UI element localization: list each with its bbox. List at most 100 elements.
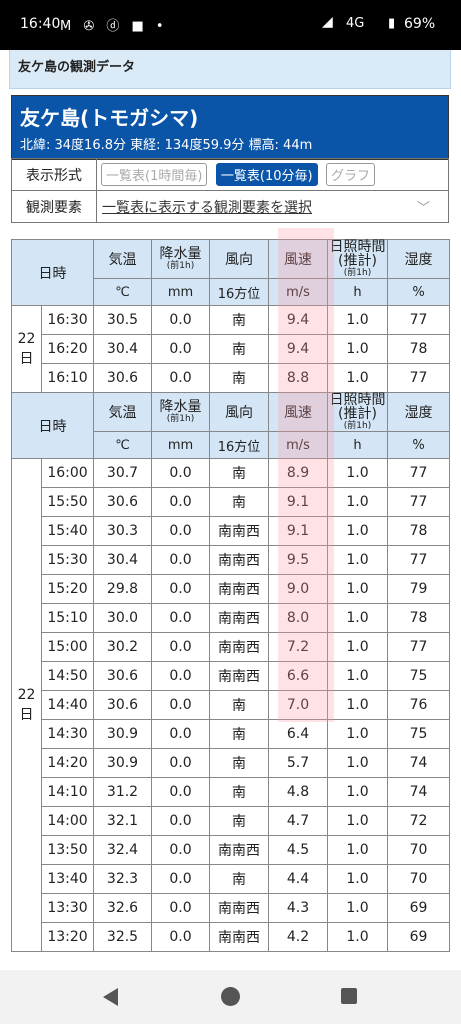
- time-cell: 14:40: [41, 690, 94, 720]
- wind-dir-cell: 南南西: [209, 545, 269, 575]
- elements-select[interactable]: 一覧表に表示する観測要素を選択 ﹀: [96, 190, 449, 223]
- wind-speed-cell: 6.4: [268, 719, 328, 749]
- wind-speed-cell: 8.0: [268, 603, 328, 633]
- header-datetime: 日時: [11, 392, 94, 459]
- time-cell: 14:30: [41, 719, 94, 749]
- wind-speed-cell: 7.2: [268, 632, 328, 662]
- wind-speed-cell: 9.5: [268, 545, 328, 575]
- table-row: 22日 16:00 30.7 0.0 南 8.9 1.0 77: [11, 458, 450, 952]
- unit-wind-speed: m/s: [268, 431, 328, 459]
- sunshine-cell: 1.0: [327, 806, 388, 836]
- back-icon[interactable]: [103, 988, 118, 1006]
- temp-cell: 32.4: [93, 835, 152, 865]
- chevron-down-icon[interactable]: ﹀: [416, 200, 430, 216]
- temp-cell: 30.6: [93, 487, 152, 517]
- humidity-cell: 75: [387, 661, 450, 691]
- sunshine-cell: 1.0: [327, 545, 388, 575]
- time-cell: 16:30: [41, 305, 94, 335]
- precip-cell: 0.0: [151, 334, 210, 364]
- precip-cell: 0.0: [151, 893, 210, 923]
- precip-cell: 0.0: [151, 690, 210, 720]
- wind-dir-cell: 南: [209, 305, 269, 335]
- unit-sunshine: h: [327, 278, 388, 306]
- battery-icon: ▮: [388, 16, 396, 31]
- table-header-row: 日時 気温 降水量 (前1h) 風向 風速 日照時間 (推計) (前1h) 湿度: [11, 239, 450, 306]
- hourly-list-button[interactable]: 一覧表(1時間毎): [101, 163, 208, 186]
- header-precip-sub: (前1h): [166, 414, 195, 424]
- status-time: 16:40: [20, 16, 61, 32]
- temp-cell: 30.6: [93, 661, 152, 691]
- day-cell: 22日: [11, 305, 42, 393]
- status-bar: 16:40 M ✇ ⓓ ■ • ◢ 4G ▮ 69%: [0, 0, 461, 50]
- humidity-cell: 74: [387, 777, 450, 807]
- header-sunshine-est: (推計): [338, 406, 377, 422]
- time-cell: 16:20: [41, 334, 94, 364]
- temp-cell: 30.9: [93, 719, 152, 749]
- time-cell: 15:20: [41, 574, 94, 604]
- header-precip: 降水量 (前1h): [151, 239, 210, 279]
- wind-dir-cell: 南: [209, 487, 269, 517]
- wind-dir-cell: 南: [209, 690, 269, 720]
- header-sunshine: 日照時間 (推計) (前1h): [327, 239, 388, 279]
- precip-cell: 0.0: [151, 632, 210, 662]
- graph-button[interactable]: グラフ: [326, 163, 376, 186]
- table-row: 15:50 30.6 0.0 南 9.1 1.0 77: [12, 487, 450, 517]
- table-unit-row: ℃ mm 16方位 m/s h%: [12, 278, 450, 306]
- table-row: 14:00 32.1 0.0 南 4.7 1.0 72: [12, 806, 450, 836]
- sunshine-cell: 1.0: [327, 893, 388, 923]
- precip-cell: 0.0: [151, 748, 210, 778]
- precip-cell: 0.0: [151, 922, 210, 952]
- temp-cell: 32.3: [93, 864, 152, 894]
- wind-speed-cell: 4.4: [268, 864, 328, 894]
- humidity-cell: 69: [387, 922, 450, 952]
- table-row: 15:40 30.3 0.0 南南西 9.1 1.0 78: [12, 516, 450, 546]
- header-precip: 降水量 (前1h): [151, 392, 210, 432]
- table-row: 13:40 32.3 0.0 南 4.4 1.0 70: [12, 864, 450, 894]
- humidity-cell: 77: [387, 305, 450, 335]
- notification-icons: M ✇ ⓓ ■ •: [60, 19, 168, 34]
- precip-cell: 0.0: [151, 777, 210, 807]
- sunshine-cell: 1.0: [327, 458, 388, 488]
- time-cell: 15:50: [41, 487, 94, 517]
- home-icon[interactable]: [221, 987, 240, 1006]
- header-precip-label: 降水量: [159, 399, 202, 415]
- temp-cell: 32.6: [93, 893, 152, 923]
- table-row: 16:20 30.4 0.0 南 9.4 1.0 78: [12, 334, 450, 364]
- wind-speed-cell: 4.8: [268, 777, 328, 807]
- header-wind-speed: 風速: [268, 239, 328, 279]
- precip-cell: 0.0: [151, 305, 210, 335]
- wind-speed-cell: 9.4: [268, 305, 328, 335]
- precip-cell: 0.0: [151, 545, 210, 575]
- wind-dir-cell: 南南西: [209, 661, 269, 691]
- station-coords: 北緯: 34度16.8分 東経: 134度59.9分 標高: 44m: [20, 138, 313, 153]
- header-sunshine-sub: (前1h): [343, 421, 372, 431]
- recents-icon[interactable]: [341, 988, 357, 1004]
- sunshine-cell: 1.0: [327, 305, 388, 335]
- table-row: 14:40 30.6 0.0 南 7.0 1.0 76: [12, 690, 450, 720]
- header-datetime: 日時: [11, 239, 94, 306]
- time-cell: 14:00: [41, 806, 94, 836]
- elements-select-text[interactable]: 一覧表に表示する観測要素を選択: [102, 199, 312, 216]
- network-type: 4G: [346, 16, 365, 31]
- precip-cell: 0.0: [151, 835, 210, 865]
- station-name: 友ケ島(トモガシマ): [20, 106, 199, 130]
- sunshine-cell: 1.0: [327, 632, 388, 662]
- sunshine-cell: 1.0: [327, 719, 388, 749]
- header-sunshine-est: (推計): [338, 253, 377, 269]
- time-cell: 15:30: [41, 545, 94, 575]
- temp-cell: 30.6: [93, 363, 152, 393]
- unit-humidity: %: [387, 431, 450, 459]
- humidity-cell: 78: [387, 603, 450, 633]
- table-unit-row: ℃ mm 16方位 m/s h%: [12, 431, 450, 459]
- table-row: 14:20 30.9 0.0 南 5.7 1.0 74: [12, 748, 450, 778]
- wind-dir-cell: 南: [209, 777, 269, 807]
- precip-cell: 0.0: [151, 487, 210, 517]
- time-cell: 13:20: [41, 922, 94, 952]
- ten-min-list-button[interactable]: 一覧表(10分毎): [215, 163, 318, 186]
- wind-dir-cell: 南: [209, 334, 269, 364]
- humidity-cell: 75: [387, 719, 450, 749]
- time-cell: 13:30: [41, 893, 94, 923]
- wind-dir-cell: 南: [209, 363, 269, 393]
- page-title: 友ケ島の観測データ: [18, 60, 136, 75]
- time-cell: 16:10: [41, 363, 94, 393]
